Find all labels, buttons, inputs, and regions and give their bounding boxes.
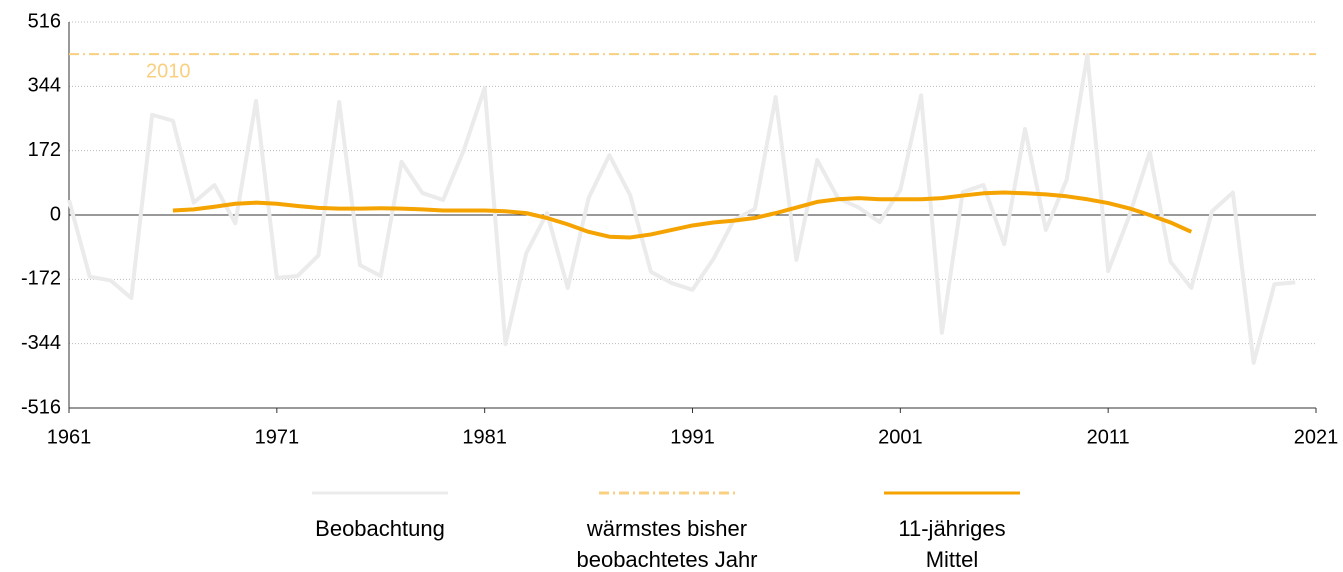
series-line bbox=[67, 52, 1296, 365]
x-tick-label: 2021 bbox=[1294, 426, 1339, 448]
y-tick-label: -344 bbox=[21, 332, 61, 354]
legend-label: Beobachtung bbox=[315, 516, 445, 541]
x-tick-label: 1971 bbox=[255, 426, 300, 448]
y-tick-label: -516 bbox=[21, 396, 61, 418]
x-tick-label: 1991 bbox=[670, 426, 715, 448]
y-tick-label: 0 bbox=[50, 203, 61, 225]
legend-label: wärmstes bisher beobachtetes Jahr bbox=[576, 516, 758, 572]
series-line bbox=[172, 190, 1193, 240]
x-tick-label: 1961 bbox=[47, 426, 92, 448]
y-tick-label: 172 bbox=[28, 139, 61, 161]
x-tick-label: 1981 bbox=[462, 426, 507, 448]
reference-label: 2010 bbox=[146, 60, 191, 82]
y-tick-label: -172 bbox=[21, 268, 61, 290]
legend-label: 11-jähriges Mittel bbox=[898, 516, 1006, 572]
x-tick-label: 2011 bbox=[1087, 426, 1130, 448]
y-tick-label: 344 bbox=[28, 75, 61, 97]
x-tick-label: 2001 bbox=[878, 426, 923, 448]
y-tick-label: 516 bbox=[28, 10, 61, 32]
